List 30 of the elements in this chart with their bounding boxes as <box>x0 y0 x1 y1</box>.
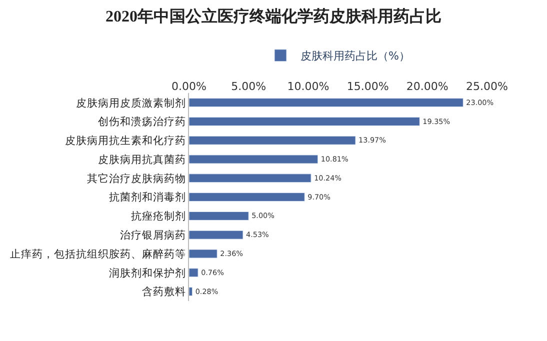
y-tick-label: 皮肤病用抗生素和化疗药 <box>64 134 186 148</box>
x-tick-label: 0.00% <box>172 80 206 93</box>
bar <box>189 116 420 126</box>
bar <box>189 268 198 278</box>
bar <box>189 174 312 183</box>
y-tick-label: 含药敷料 <box>142 285 186 298</box>
bar <box>189 211 249 220</box>
bar <box>189 249 218 258</box>
y-tick-label: 抗菌剂和消毒剂 <box>108 190 186 204</box>
y-tick-label: 止痒药，包括抗组织胺药、麻醉药等 <box>10 247 186 260</box>
x-tick-label: 25.00% <box>466 80 508 93</box>
bar <box>189 287 193 296</box>
x-tick-label: 5.00% <box>231 80 266 93</box>
bar <box>189 98 464 108</box>
x-tick-label: 10.00% <box>287 80 330 93</box>
y-tick-label: 皮肤病用抗真菌药 <box>98 152 186 166</box>
y-tick-label: 皮肤病用皮质激素制剂 <box>76 96 186 110</box>
y-tick-label: 抗痤疮制剂 <box>130 210 186 223</box>
y-tick-label: 其它治疗皮肤病药物 <box>86 172 186 185</box>
y-tick-label: 治疗银屑病药 <box>120 228 186 242</box>
x-tick-label: 15.00% <box>346 80 389 93</box>
y-tick-label: 润肤剂和保护剂 <box>108 266 186 280</box>
bar <box>189 154 318 164</box>
bar <box>189 230 244 240</box>
y-tick-label: 创伤和溃疡治疗药 <box>98 115 186 128</box>
legend-label: 皮肤科用药占比（%） <box>300 50 410 63</box>
bar <box>189 136 356 145</box>
bar <box>189 192 305 202</box>
chart-title: 2020年中国公立医疗终端化学药皮肤科用药占比 <box>106 6 442 26</box>
x-tick-label: 20.00% <box>406 80 448 93</box>
